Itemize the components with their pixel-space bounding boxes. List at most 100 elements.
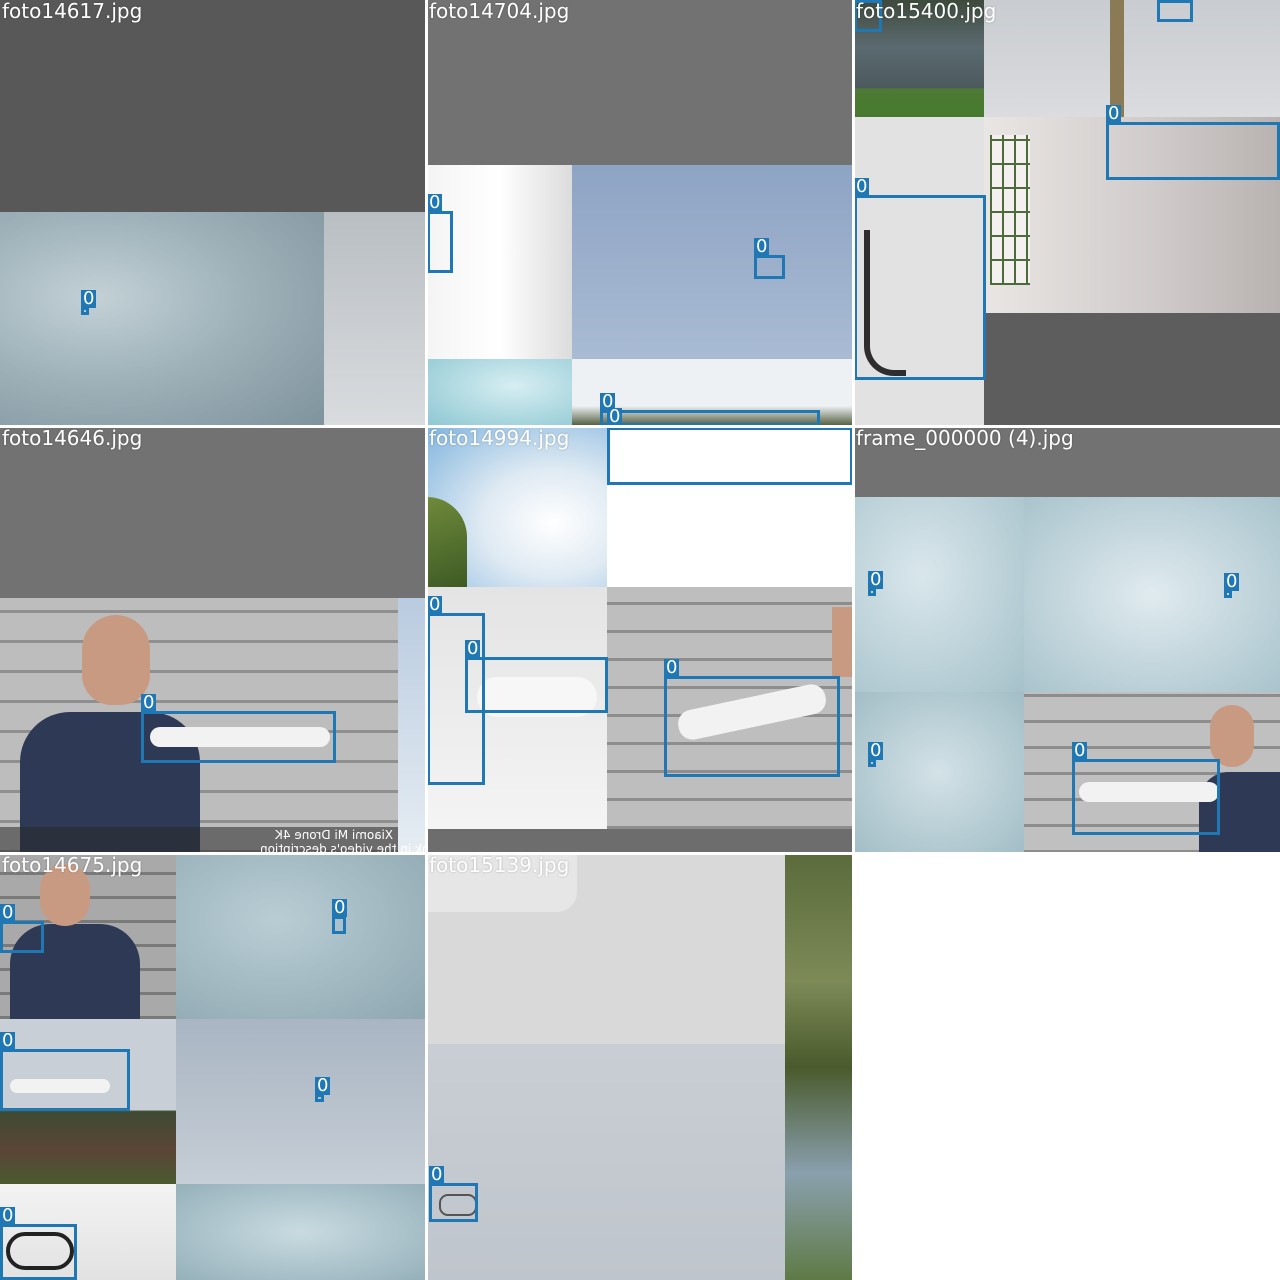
cloudy-sky-image xyxy=(0,212,324,426)
drone-bounding-box xyxy=(854,0,882,32)
image-filename: foto14704.jpg xyxy=(429,0,570,23)
image-filename: foto14646.jpg xyxy=(2,427,143,450)
drone-bounding-box xyxy=(868,759,876,767)
grid-divider xyxy=(0,425,1280,428)
class-label: 0 xyxy=(607,406,623,426)
drone-bounding-box xyxy=(868,588,876,596)
mosaic-tile-8: foto15139.jpg 0 xyxy=(427,854,853,1280)
class-label: 0 xyxy=(600,391,616,412)
drone-bounding-box xyxy=(0,1049,130,1111)
drone-bounding-box xyxy=(315,1094,324,1102)
mosaic-tile-5: foto14994.jpg 0 0 0 xyxy=(427,427,853,853)
class-label: 0 xyxy=(465,638,481,659)
image-filename: foto15139.jpg xyxy=(429,854,570,877)
image-filename: foto14617.jpg xyxy=(2,0,143,23)
drone-bounding-box xyxy=(1072,759,1220,835)
class-label: 0 xyxy=(1224,571,1240,592)
class-label: 0 xyxy=(429,1164,445,1185)
product-edge xyxy=(427,854,577,912)
drone-bounding-box xyxy=(1224,590,1232,598)
gray-padding xyxy=(0,427,426,598)
palm-sky-image xyxy=(984,0,1280,117)
cyan-clouds-image xyxy=(427,359,572,426)
pale-sky-image xyxy=(324,212,426,426)
grid-divider xyxy=(852,0,855,1280)
cloudy-sky-image xyxy=(854,497,1024,692)
drone-bounding-box xyxy=(607,427,853,485)
pale-sky-image xyxy=(427,1044,785,1280)
mosaic-tile-3: foto15400.jpg 0 0 xyxy=(854,0,1280,426)
gray-padding xyxy=(427,0,853,165)
class-label: 0 xyxy=(141,692,157,713)
class-label: 0 xyxy=(427,192,443,213)
drone-bounding-box xyxy=(332,916,346,934)
mosaic-tile-2: foto14704.jpg 0 0 0 0 xyxy=(427,0,853,426)
grid-divider xyxy=(425,0,428,1280)
drone-bounding-box xyxy=(141,711,336,763)
image-filename: foto14994.jpg xyxy=(429,427,570,450)
drone-bounding-box xyxy=(600,410,820,426)
mosaic-tile-1: foto14617.jpg 0 xyxy=(0,0,426,426)
gray-padding xyxy=(984,313,1280,426)
drone-bounding-box xyxy=(0,1224,77,1280)
black-drone-leg xyxy=(864,230,906,376)
class-label: 0 xyxy=(0,1205,16,1226)
white-drone-body xyxy=(10,1079,110,1093)
studio-gray-image xyxy=(854,117,984,426)
drone-bounding-box xyxy=(427,211,453,273)
cloudy-sky-image xyxy=(176,1184,426,1280)
class-label: 0 xyxy=(1106,103,1122,124)
gray-padding xyxy=(0,0,426,212)
cloudy-sky-image xyxy=(1024,497,1280,692)
overcast-sky-image xyxy=(176,1019,426,1184)
cloudy-sky-image xyxy=(854,692,1024,853)
palm-trunk xyxy=(1110,0,1124,117)
mosaic-tile-7: foto14675.jpg 0 0 0 0 0 xyxy=(0,854,426,1280)
drone-bounding-box xyxy=(854,195,986,380)
drone-bounding-box xyxy=(81,307,89,315)
white-product-image xyxy=(607,427,853,587)
person-head xyxy=(82,615,150,705)
grid-divider xyxy=(0,852,1280,855)
lake-image xyxy=(854,0,984,117)
white-drone-body xyxy=(150,727,330,747)
image-filename: frame_000000 (4).jpg xyxy=(856,427,1074,450)
black-drone-body xyxy=(6,1232,74,1270)
person-shirt xyxy=(10,924,140,1019)
class-label: 0 xyxy=(754,236,770,257)
drone-bounding-box xyxy=(0,921,44,953)
window-grid xyxy=(990,135,1030,285)
gray-padding xyxy=(854,427,1280,497)
suburb-sky-image xyxy=(0,1019,176,1184)
class-label: 0 xyxy=(427,594,443,615)
image-filename: foto14675.jpg xyxy=(2,854,143,877)
cloudy-sky-image xyxy=(176,854,426,1019)
image-filename: foto15400.jpg xyxy=(856,0,997,23)
person-head xyxy=(40,864,90,926)
class-label: 0 xyxy=(81,288,97,309)
drone-bounding-box xyxy=(664,676,840,777)
class-label: 0 xyxy=(1072,740,1088,761)
caption-bar xyxy=(0,827,398,853)
class-label: 0 xyxy=(0,902,16,923)
mosaic-tile-4: Xiaomi Mi Drone 4K Link in the video's d… xyxy=(0,427,426,853)
room-window-image xyxy=(984,117,1280,313)
drone-bounding-box xyxy=(1106,122,1280,180)
drone-bounding-box xyxy=(1157,0,1193,22)
mosaic-tile-6: frame_000000 (4).jpg 0 0 0 0 xyxy=(854,427,1280,853)
class-label: 0 xyxy=(664,657,680,678)
class-label: 0 xyxy=(0,1030,16,1051)
gray-padding xyxy=(427,829,853,853)
class-label: 0 xyxy=(315,1075,331,1096)
sky-strip-image xyxy=(398,598,426,853)
empty-mosaic-slot xyxy=(854,854,1280,1280)
class-label: 0 xyxy=(854,176,870,197)
class-label: 0 xyxy=(332,897,348,918)
video-caption: Xiaomi Mi Drone 4K xyxy=(275,828,394,842)
foliage-image xyxy=(785,854,853,1280)
person-face xyxy=(832,607,853,677)
person-head xyxy=(1210,705,1254,767)
white-drone-body xyxy=(1079,782,1219,802)
blue-sky-image xyxy=(572,165,853,359)
drone-bounding-box xyxy=(465,657,608,713)
